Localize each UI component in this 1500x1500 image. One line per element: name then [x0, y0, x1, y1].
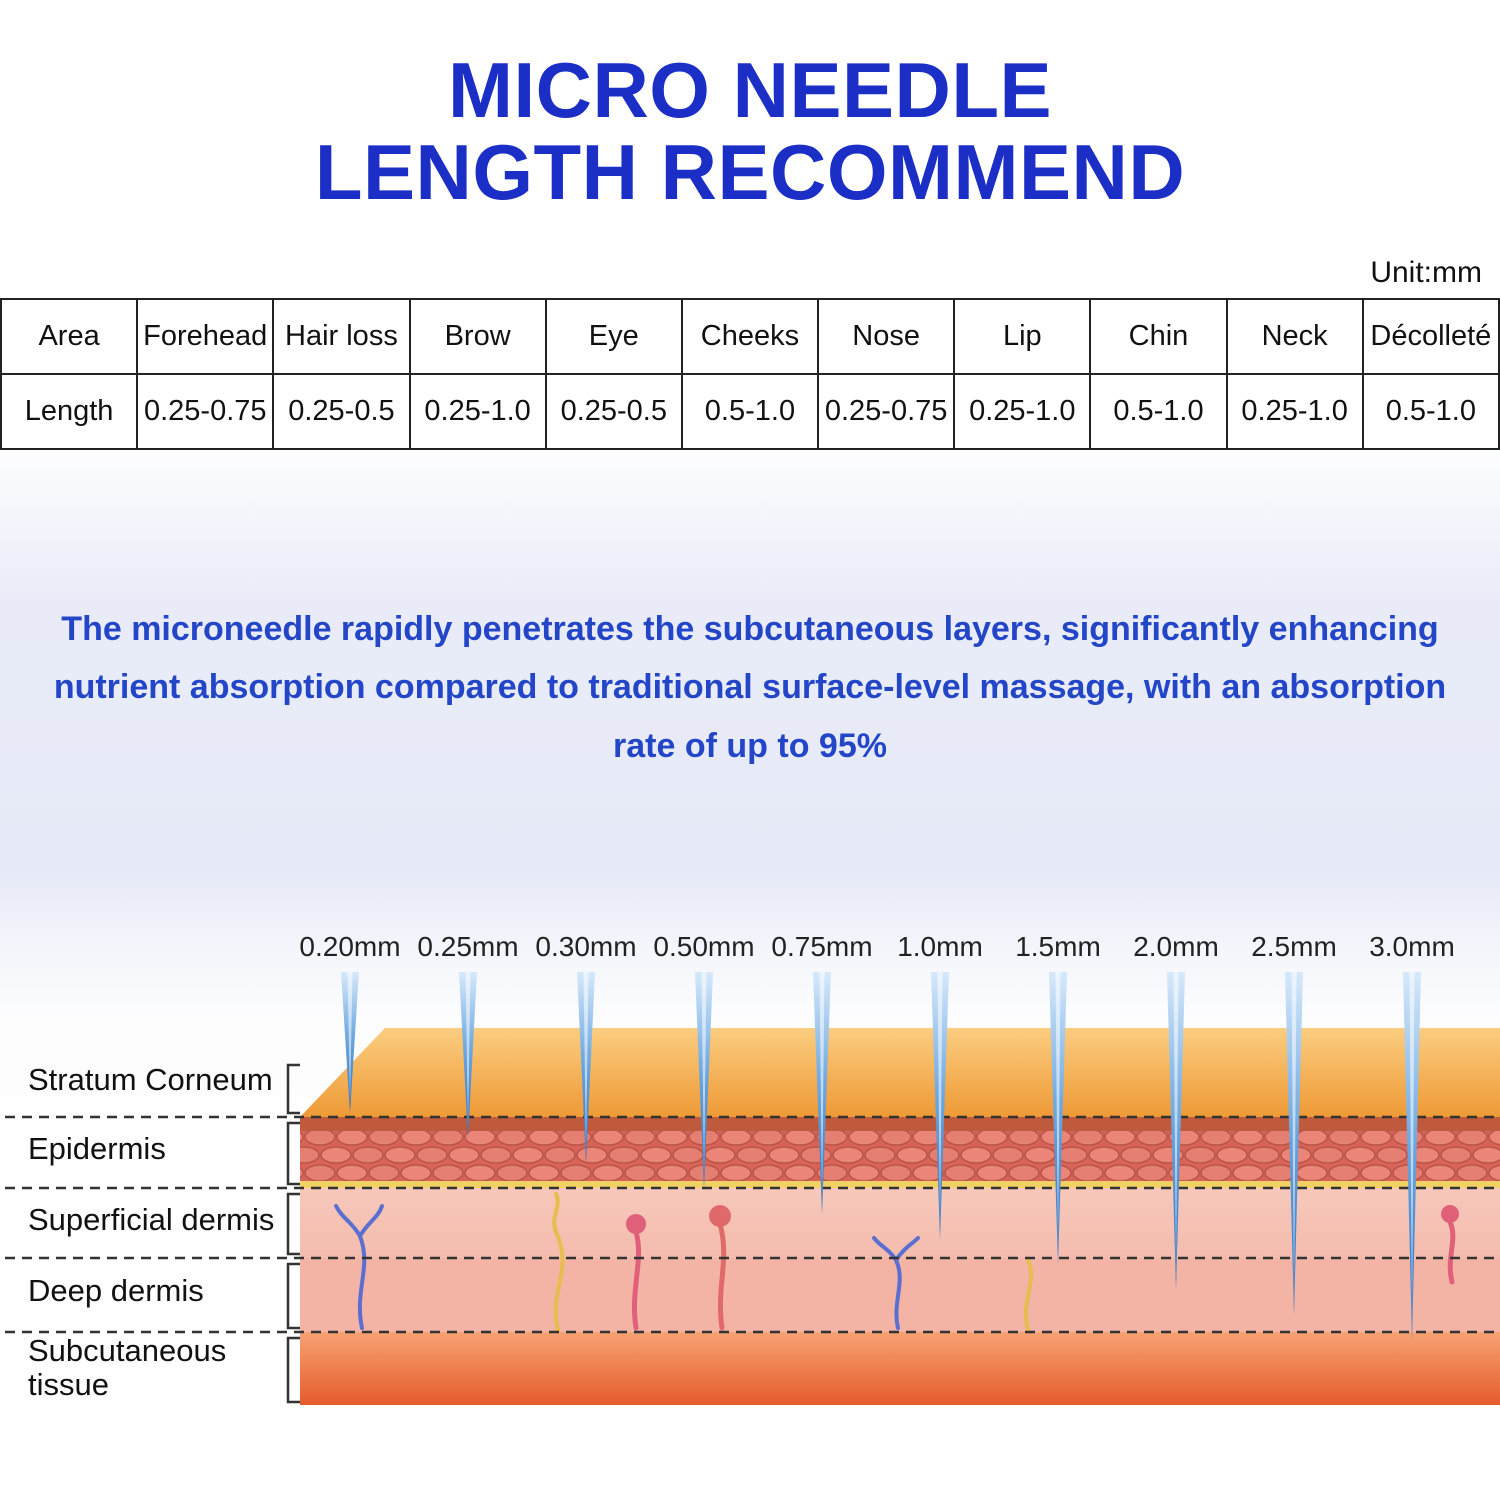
- table-header-cell: Nose: [817, 297, 956, 375]
- needle-highlight: [1291, 972, 1297, 1306]
- skin-block: [300, 1028, 1500, 1405]
- table-header-cell: Area: [0, 297, 139, 375]
- description-text: The microneedle rapidly penetrates the s…: [53, 609, 1447, 765]
- layer-bracket: [286, 1063, 300, 1115]
- needle-highlight: [347, 972, 353, 1103]
- table-value-cell: 0.25-0.5: [272, 372, 411, 450]
- layer-label: tissue: [28, 1367, 109, 1402]
- table-header-cell: Décolleté: [1361, 297, 1500, 375]
- needle-length-label: 1.5mm: [1015, 931, 1101, 962]
- table-header-cell: Eye: [544, 297, 683, 375]
- layer-labels-group: Stratum Corneum Epidermis Superficial derm…: [28, 1062, 300, 1404]
- length-table: Area Forehead Hair loss Brow Eye Cheeks Nose Li…: [0, 297, 1500, 450]
- unit-label: Unit:mm: [1370, 255, 1482, 289]
- basal-yellow-line: [300, 1181, 1500, 1188]
- table-value-cell: Length: [0, 372, 139, 450]
- yellow-vessel-icon: [552, 1192, 565, 1332]
- needle-length-label: 0.20mm: [299, 931, 400, 962]
- needle-highlight: [1409, 972, 1415, 1331]
- yellow-vessel-icon: [1023, 1258, 1034, 1332]
- table-value-cell: 0.25-1.0: [1225, 372, 1364, 450]
- needle-length-label: 0.50mm: [653, 931, 754, 962]
- table-value-cell: 0.5-1.0: [1361, 372, 1500, 450]
- needle-highlight: [583, 972, 589, 1154]
- layer-bracket: [286, 1192, 300, 1256]
- needle-length-label: 2.0mm: [1133, 931, 1219, 962]
- layer-label: Stratum Corneum: [28, 1062, 273, 1097]
- table-value-cell: 0.25-0.75: [136, 372, 275, 450]
- table-value-cell: 0.25-0.5: [544, 372, 683, 450]
- table-value-cell: 0.25-1.0: [408, 372, 547, 450]
- needle-length-label: 0.25mm: [417, 931, 518, 962]
- title-line2: LENGTH RECOMMEND: [314, 127, 1186, 216]
- needle-length-label: 2.5mm: [1251, 931, 1337, 962]
- needle-length-label: 0.30mm: [535, 931, 636, 962]
- table-header-cell: Lip: [953, 297, 1092, 375]
- subcutaneous-layer: [300, 1332, 1500, 1405]
- epidermis-layer: [300, 1131, 1500, 1181]
- pink-vessel-icon: [1447, 1219, 1456, 1285]
- pink-vessel-icon: [717, 1221, 727, 1331]
- pink-vessel-icon: [631, 1229, 641, 1331]
- layer-label: Subcutaneous: [28, 1333, 226, 1368]
- table-header-cell: Neck: [1225, 297, 1364, 375]
- pink-vessel-bulb-icon: [1441, 1205, 1459, 1223]
- layer-bracket: [286, 1121, 300, 1186]
- skin-diagram: Stratum Corneum Epidermis Superficial derm…: [5, 931, 1500, 1405]
- title-line1: MICRO NEEDLE: [447, 46, 1053, 134]
- needle-length-label: 1.0mm: [897, 931, 983, 962]
- needles-group: 0.20mm 0.25mm 0.30mm 0.50mm 0.75mm 1.0mm 1.5mm…: [299, 931, 1455, 1341]
- needle-highlight: [819, 972, 825, 1205]
- layer-label: Superficial dermis: [28, 1202, 274, 1237]
- table-header-cell: Chin: [1089, 297, 1228, 375]
- skin-surface-top: [300, 1028, 1500, 1117]
- table-header-cell: Brow: [408, 297, 547, 375]
- epidermis-top-strip: [300, 1117, 1500, 1131]
- layer-label: Epidermis: [28, 1131, 166, 1166]
- layer-bracket: [286, 1262, 300, 1330]
- superficial-dermis-layer: [300, 1188, 1500, 1258]
- needle-highlight: [937, 972, 943, 1230]
- needle-length-label: 0.75mm: [771, 931, 872, 962]
- needle-highlight: [1173, 972, 1179, 1281]
- needle-highlight: [1055, 972, 1061, 1255]
- table-header-cell: Forehead: [136, 297, 275, 375]
- blue-vessel-icon: [334, 1204, 384, 1330]
- layer-label: Deep dermis: [28, 1273, 204, 1308]
- needle-highlight: [465, 972, 471, 1129]
- layer-boundary-lines: [5, 1115, 1495, 1334]
- table-value-cell: 0.25-0.75: [817, 372, 956, 450]
- pink-vessel-bulb-icon: [626, 1214, 646, 1234]
- layer-bracket: [286, 1336, 300, 1404]
- needle-length-label: 3.0mm: [1369, 931, 1455, 962]
- table-value-cell: 0.5-1.0: [1089, 372, 1228, 450]
- table-value-cell: 0.5-1.0: [680, 372, 820, 450]
- page-title: MICRO NEEDLE LENGTH RECOMMEND: [0, 0, 1500, 214]
- pink-vessel-bulb-icon: [709, 1205, 731, 1227]
- table-value-row: Length 0.25-0.75 0.25-0.5 0.25-1.0 0.25-0.5 0…: [0, 372, 1500, 450]
- table-header-row: Area Forehead Hair loss Brow Eye Cheeks Nose Li…: [0, 297, 1500, 375]
- needle-highlight: [701, 972, 707, 1179]
- table-header-cell: Hair loss: [272, 297, 411, 375]
- table-value-cell: 0.25-1.0: [953, 372, 1092, 450]
- table-header-cell: Cheeks: [680, 297, 820, 375]
